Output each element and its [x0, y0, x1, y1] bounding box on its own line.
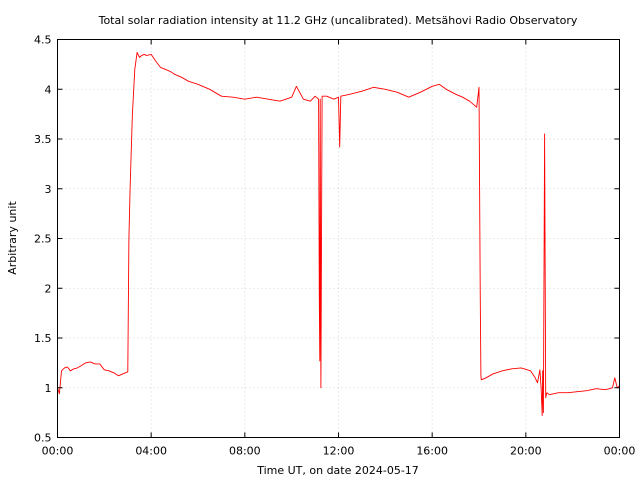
y-axis-label: Arbitrary unit	[6, 201, 19, 275]
y-tick-label: 1.5	[34, 332, 52, 345]
x-tick-label: 00:00	[604, 445, 636, 458]
grid	[57, 39, 620, 438]
chart-title: Total solar radiation intensity at 11.2 …	[98, 14, 578, 27]
ticks: 00:00 04:00 08:00 12:00 16:00 20:00 00:000.511…	[34, 34, 635, 458]
y-tick-label: 4	[45, 83, 52, 96]
y-tick-label: 2.5	[34, 233, 52, 246]
x-tick-label: 08:00	[229, 445, 261, 458]
x-tick-label: 00:00	[42, 445, 74, 458]
y-tick-label: 0.5	[34, 432, 52, 445]
x-tick-label: 04:00	[135, 445, 167, 458]
x-tick-label: 16:00	[416, 445, 448, 458]
x-axis-label: Time UT, on date 2024-05-17	[256, 464, 419, 477]
y-tick-label: 2	[45, 282, 52, 295]
y-tick-label: 4.5	[34, 34, 52, 47]
x-tick-label: 20:00	[510, 445, 542, 458]
series-line-intensity	[57, 51, 620, 417]
y-tick-label: 3	[45, 183, 52, 196]
x-tick-label: 12:00	[323, 445, 355, 458]
y-tick-label: 3.5	[34, 133, 52, 146]
y-tick-label: 1	[45, 382, 52, 395]
